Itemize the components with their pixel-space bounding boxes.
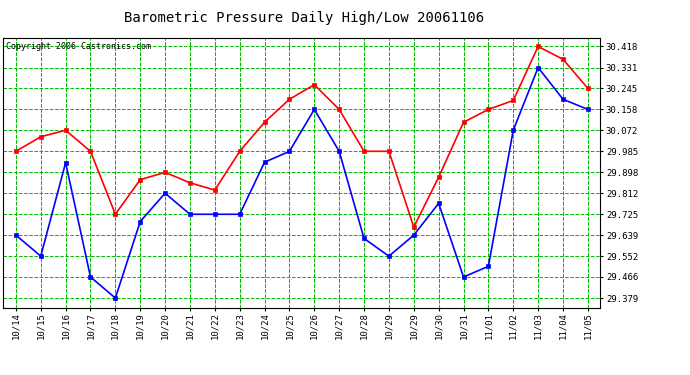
Text: Barometric Pressure Daily High/Low 20061106: Barometric Pressure Daily High/Low 20061… [124,11,484,25]
Text: Copyright 2006 Castronics.com: Copyright 2006 Castronics.com [6,42,151,51]
